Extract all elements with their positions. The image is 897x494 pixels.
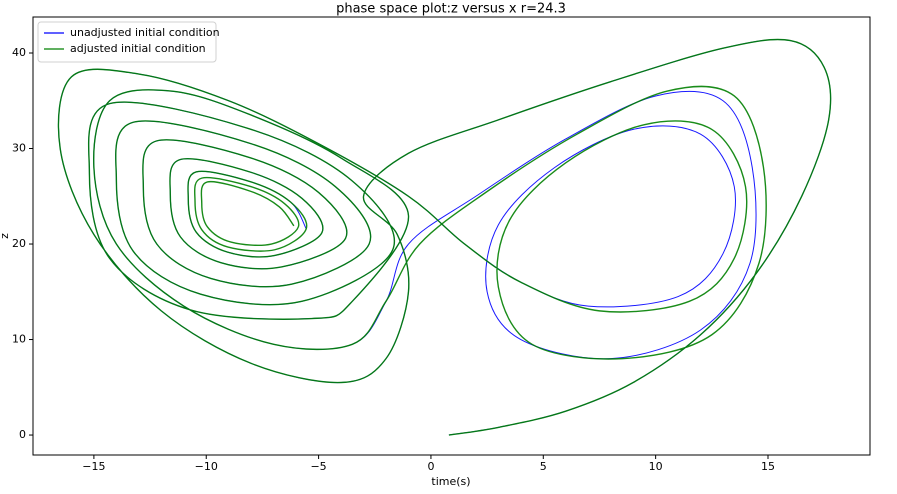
- x-tick-label: −5: [310, 460, 326, 473]
- chart-title: phase space plot:z versus x r=24.3: [336, 2, 566, 17]
- y-axis-label: z: [0, 233, 11, 239]
- x-tick-label: 5: [540, 460, 547, 473]
- y-tick-label: 10: [12, 333, 26, 346]
- x-tick-label: −10: [195, 460, 218, 473]
- y-tick-label: 20: [12, 237, 26, 250]
- series-line: [57, 38, 832, 436]
- x-tick-label: 0: [427, 460, 434, 473]
- legend-label: unadjusted initial condition: [70, 26, 220, 39]
- x-tick-label: 15: [761, 460, 775, 473]
- x-tick-label: −15: [82, 460, 105, 473]
- series-line: [58, 38, 832, 436]
- x-axis-label: time(s): [431, 475, 470, 488]
- y-tick-label: 30: [12, 142, 26, 155]
- y-tick-label: 0: [19, 428, 26, 441]
- x-tick-label: 10: [649, 460, 663, 473]
- legend-box: [37, 21, 217, 63]
- plot-frame: [32, 16, 871, 456]
- legend-label: adjusted initial condition: [70, 42, 206, 55]
- y-tick-label: 40: [12, 46, 26, 59]
